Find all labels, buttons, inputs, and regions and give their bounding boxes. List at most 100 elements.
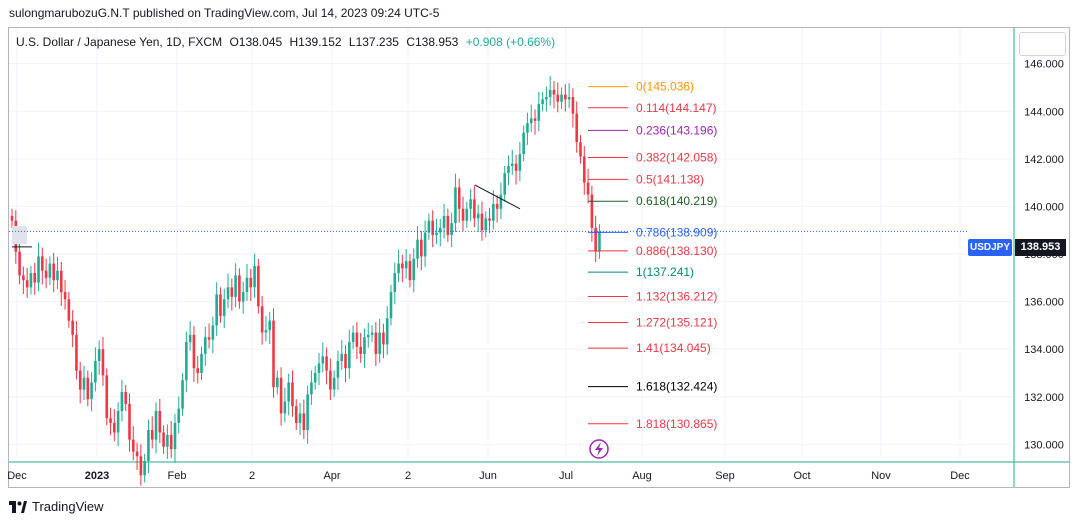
candle-body <box>192 334 196 369</box>
candle-body <box>306 394 309 431</box>
trendline <box>474 184 521 210</box>
candle-body <box>438 227 442 233</box>
candle-body <box>128 403 131 440</box>
candle-body <box>476 213 480 219</box>
fib-level-label: 0.382(142.058) <box>636 150 717 164</box>
candle-body <box>109 418 112 423</box>
candle-body <box>355 332 359 347</box>
candle-body <box>564 94 567 100</box>
candle-body <box>408 261 412 281</box>
candle-body <box>310 382 313 395</box>
candle-body <box>298 413 302 423</box>
candle-body <box>188 334 192 343</box>
candle-body <box>238 275 241 302</box>
candle-body <box>33 273 37 283</box>
candle-body <box>78 370 82 390</box>
candle-body <box>226 287 230 300</box>
legend-low: L137.235 <box>348 35 399 49</box>
candle-body <box>317 363 321 373</box>
candle-body <box>291 382 294 407</box>
publish-info: sulongmarubozuG.N.T published on Trading… <box>9 6 440 20</box>
fib-level-label: 1.272(135.121) <box>636 316 717 330</box>
candle-body <box>533 118 537 121</box>
candle-body <box>427 220 431 233</box>
x-tick-label: 2 <box>249 470 255 482</box>
tradingview-logo[interactable]: TradingView <box>9 499 104 514</box>
candle-body <box>120 392 124 412</box>
fib-level-label: 1.618(132.424) <box>636 380 717 394</box>
candle-body <box>594 227 597 252</box>
candle-body <box>268 320 272 331</box>
candle-body <box>537 104 541 121</box>
candle-body <box>389 292 393 319</box>
candle-body <box>44 270 48 278</box>
candle-body <box>101 349 105 376</box>
candle-body <box>222 299 226 316</box>
candle-body <box>203 337 207 354</box>
x-tick-label: 2023 <box>85 470 109 482</box>
candle-body <box>113 422 116 433</box>
tradingview-brand: TradingView <box>32 499 104 514</box>
candle-body <box>431 220 434 235</box>
candle-body <box>143 461 146 476</box>
fib-level-label: 1.132(136.212) <box>636 290 717 304</box>
x-tick-label: Sep <box>715 470 735 482</box>
candle-body <box>401 263 404 269</box>
candle-body <box>404 261 408 269</box>
y-tick-label: 144.000 <box>1024 106 1064 118</box>
candle-body <box>442 215 446 228</box>
x-tick-label: Aug <box>632 470 652 482</box>
candle-body <box>461 208 465 221</box>
candle-body <box>457 187 461 209</box>
fib-level-label: 0.886(138.130) <box>636 244 717 258</box>
x-tick-label: Jun <box>479 470 497 482</box>
candle-body <box>552 89 556 95</box>
candle-body <box>185 342 188 381</box>
candle-body <box>579 142 582 157</box>
candle-body <box>234 275 237 297</box>
candle-body <box>294 406 298 423</box>
x-tick-label: Apr <box>323 470 340 482</box>
fib-level-label: 0.236(143.196) <box>636 123 717 137</box>
candle-body <box>22 275 25 281</box>
price-scale-mode-button[interactable] <box>1019 32 1066 56</box>
candle-body <box>571 96 575 114</box>
candle-body <box>279 377 283 414</box>
candle-body <box>82 377 86 390</box>
candle-body <box>287 382 290 402</box>
candle-body <box>71 320 74 335</box>
candle-body <box>325 356 328 371</box>
candle-body <box>219 294 222 316</box>
candle-body <box>25 280 29 288</box>
candle-body <box>435 232 438 235</box>
candle-body <box>257 265 260 307</box>
candle-body <box>56 270 59 281</box>
candle-body <box>52 263 55 281</box>
candle-body <box>302 413 306 431</box>
candle-body <box>10 215 14 221</box>
candle-body <box>94 361 97 383</box>
candle-body <box>162 432 165 447</box>
candle-body <box>59 270 63 293</box>
candle-body <box>488 218 491 221</box>
candle-body <box>63 292 67 300</box>
candle-body <box>131 439 135 452</box>
candle-body <box>363 337 366 354</box>
candle-body <box>253 265 256 288</box>
candle-body <box>450 223 453 235</box>
candle-body <box>526 123 529 133</box>
candle-body <box>507 165 510 174</box>
candle-body <box>75 334 78 371</box>
candle-body <box>340 353 344 362</box>
y-tick-label: 140.000 <box>1024 201 1064 213</box>
candle-body <box>382 332 385 345</box>
candle-body <box>420 239 423 257</box>
candle-body <box>67 299 71 321</box>
candle-body <box>169 434 173 450</box>
candle-body <box>18 251 21 276</box>
candle-body <box>495 204 499 209</box>
candle-body <box>139 456 143 476</box>
y-tick-label: 146.000 <box>1024 59 1064 71</box>
candle-body <box>245 277 249 293</box>
